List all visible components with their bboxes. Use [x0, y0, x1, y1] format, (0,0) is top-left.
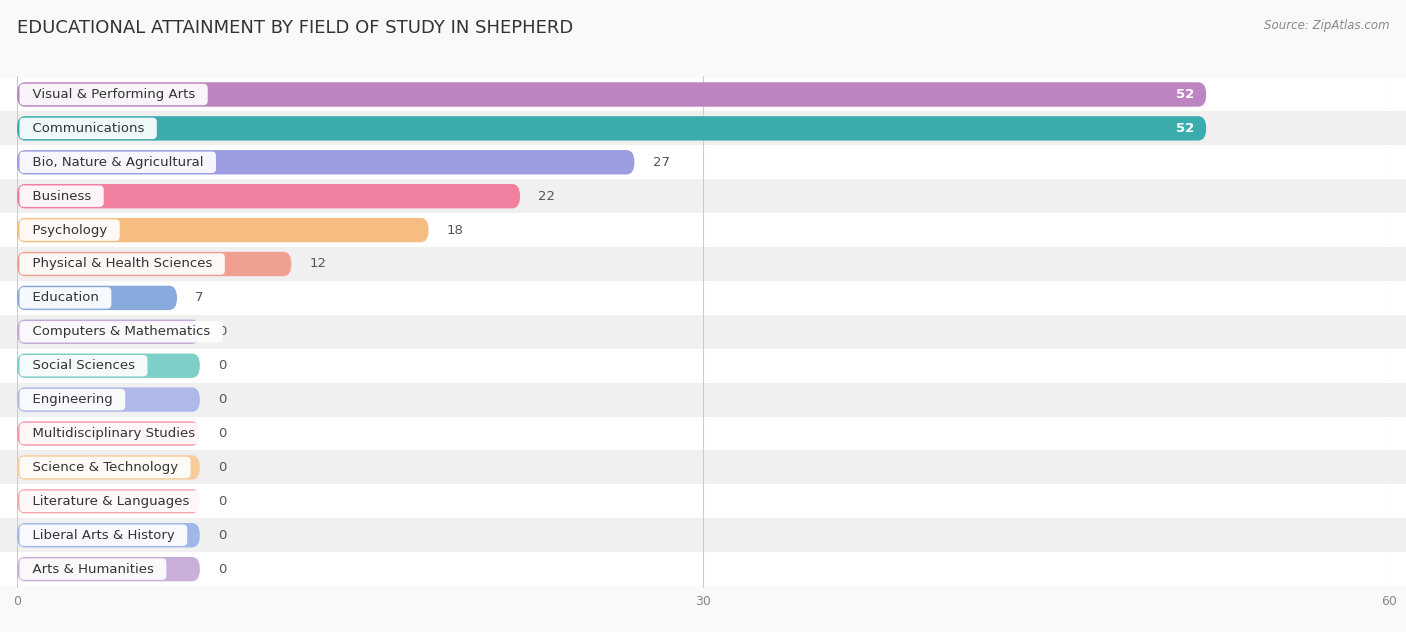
FancyBboxPatch shape — [17, 116, 1206, 140]
Text: 0: 0 — [218, 529, 226, 542]
Bar — [0, 179, 1406, 213]
Text: Multidisciplinary Studies: Multidisciplinary Studies — [24, 427, 204, 440]
FancyBboxPatch shape — [17, 422, 200, 446]
Text: Literature & Languages: Literature & Languages — [24, 495, 198, 507]
Text: Psychology: Psychology — [24, 224, 115, 236]
Text: 0: 0 — [218, 495, 226, 507]
Text: 27: 27 — [652, 156, 669, 169]
Text: 22: 22 — [538, 190, 555, 203]
FancyBboxPatch shape — [17, 150, 634, 174]
Bar — [0, 111, 1406, 145]
Bar — [0, 484, 1406, 518]
FancyBboxPatch shape — [17, 252, 291, 276]
Text: Bio, Nature & Agricultural: Bio, Nature & Agricultural — [24, 156, 212, 169]
Text: 0: 0 — [218, 359, 226, 372]
FancyBboxPatch shape — [17, 320, 200, 344]
Text: 18: 18 — [447, 224, 464, 236]
Bar — [0, 416, 1406, 451]
Bar — [0, 281, 1406, 315]
Bar — [0, 451, 1406, 484]
FancyBboxPatch shape — [17, 557, 200, 581]
FancyBboxPatch shape — [17, 218, 429, 242]
Bar — [0, 552, 1406, 586]
Bar — [0, 213, 1406, 247]
Bar — [0, 518, 1406, 552]
FancyBboxPatch shape — [17, 455, 200, 480]
Text: 0: 0 — [218, 427, 226, 440]
Text: 52: 52 — [1177, 122, 1195, 135]
Text: 0: 0 — [218, 562, 226, 576]
Text: 0: 0 — [218, 325, 226, 338]
FancyBboxPatch shape — [17, 184, 520, 209]
Text: 52: 52 — [1177, 88, 1195, 101]
Text: 12: 12 — [309, 257, 326, 270]
Text: Communications: Communications — [24, 122, 153, 135]
Bar — [0, 315, 1406, 349]
Bar — [0, 349, 1406, 382]
FancyBboxPatch shape — [17, 523, 200, 547]
FancyBboxPatch shape — [17, 489, 200, 514]
Text: Education: Education — [24, 291, 107, 305]
Bar — [0, 382, 1406, 416]
Text: 7: 7 — [195, 291, 204, 305]
Text: Engineering: Engineering — [24, 393, 121, 406]
Text: Liberal Arts & History: Liberal Arts & History — [24, 529, 183, 542]
Text: Computers & Mathematics: Computers & Mathematics — [24, 325, 218, 338]
FancyBboxPatch shape — [17, 353, 200, 378]
Text: Business: Business — [24, 190, 100, 203]
Text: EDUCATIONAL ATTAINMENT BY FIELD OF STUDY IN SHEPHERD: EDUCATIONAL ATTAINMENT BY FIELD OF STUDY… — [17, 19, 574, 37]
Text: Visual & Performing Arts: Visual & Performing Arts — [24, 88, 204, 101]
FancyBboxPatch shape — [17, 286, 177, 310]
Text: Physical & Health Sciences: Physical & Health Sciences — [24, 257, 221, 270]
Text: 0: 0 — [218, 461, 226, 474]
Text: Arts & Humanities: Arts & Humanities — [24, 562, 162, 576]
Bar — [0, 78, 1406, 111]
Text: Source: ZipAtlas.com: Source: ZipAtlas.com — [1264, 19, 1389, 32]
Text: Science & Technology: Science & Technology — [24, 461, 187, 474]
FancyBboxPatch shape — [17, 387, 200, 412]
Text: Social Sciences: Social Sciences — [24, 359, 143, 372]
FancyBboxPatch shape — [17, 82, 1206, 107]
Text: 0: 0 — [218, 393, 226, 406]
Bar — [0, 145, 1406, 179]
Bar — [0, 247, 1406, 281]
